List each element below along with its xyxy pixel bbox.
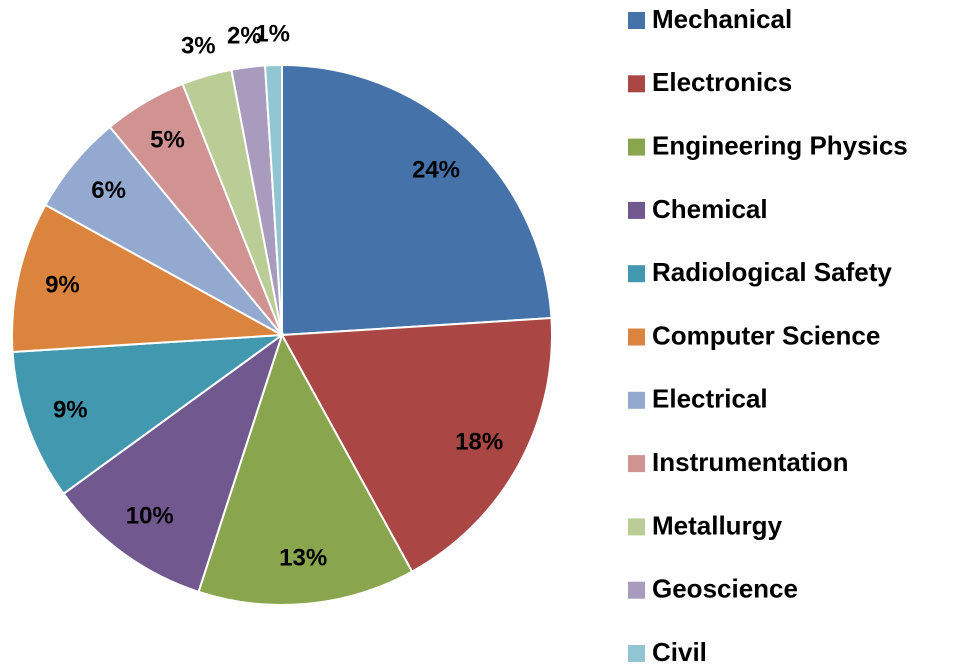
pie-slice bbox=[11, 203, 286, 354]
pie-slice bbox=[197, 332, 414, 606]
legend-label: Geoscience bbox=[652, 574, 798, 604]
legend-swatch bbox=[628, 391, 645, 409]
data-label: 6% bbox=[91, 177, 126, 204]
legend-swatch bbox=[628, 75, 645, 93]
legend-label: Electrical bbox=[652, 384, 768, 414]
pie-slice bbox=[62, 332, 284, 594]
pie-slice bbox=[281, 63, 553, 337]
data-label: 9% bbox=[45, 271, 80, 298]
legend-swatch bbox=[628, 265, 645, 283]
legend-label: Instrumentation bbox=[652, 447, 848, 477]
legend-swatch bbox=[628, 518, 645, 536]
data-label: 2% bbox=[227, 23, 262, 50]
legend-swatch bbox=[628, 455, 645, 473]
legend-label: Mechanical bbox=[652, 4, 792, 34]
legend-swatch bbox=[628, 581, 645, 599]
legend-swatch bbox=[628, 201, 645, 219]
data-label: 18% bbox=[455, 429, 503, 456]
legend-label: Engineering Physics bbox=[652, 130, 908, 160]
data-label: 3% bbox=[181, 32, 216, 59]
pie-slice bbox=[263, 63, 283, 336]
legend-label: Radiological Safety bbox=[652, 257, 892, 287]
legend-swatch bbox=[628, 645, 645, 662]
legend-swatch bbox=[628, 12, 645, 29]
legend-swatch bbox=[628, 328, 645, 346]
data-label: 1% bbox=[255, 20, 290, 47]
pie-slice bbox=[280, 316, 553, 573]
data-label: 24% bbox=[412, 156, 460, 183]
legend-label: Civil bbox=[652, 637, 707, 667]
legend-label: Electronics bbox=[652, 67, 792, 97]
data-label: 13% bbox=[279, 544, 327, 571]
data-label: 9% bbox=[53, 397, 88, 424]
legend-label: Chemical bbox=[652, 194, 768, 224]
legend-swatch bbox=[628, 138, 645, 156]
data-label: 5% bbox=[150, 127, 185, 154]
legend-label: Metallurgy bbox=[652, 510, 783, 540]
pie-slice bbox=[11, 333, 286, 496]
data-label: 10% bbox=[126, 502, 174, 529]
legend-label: Computer Science bbox=[652, 320, 880, 350]
